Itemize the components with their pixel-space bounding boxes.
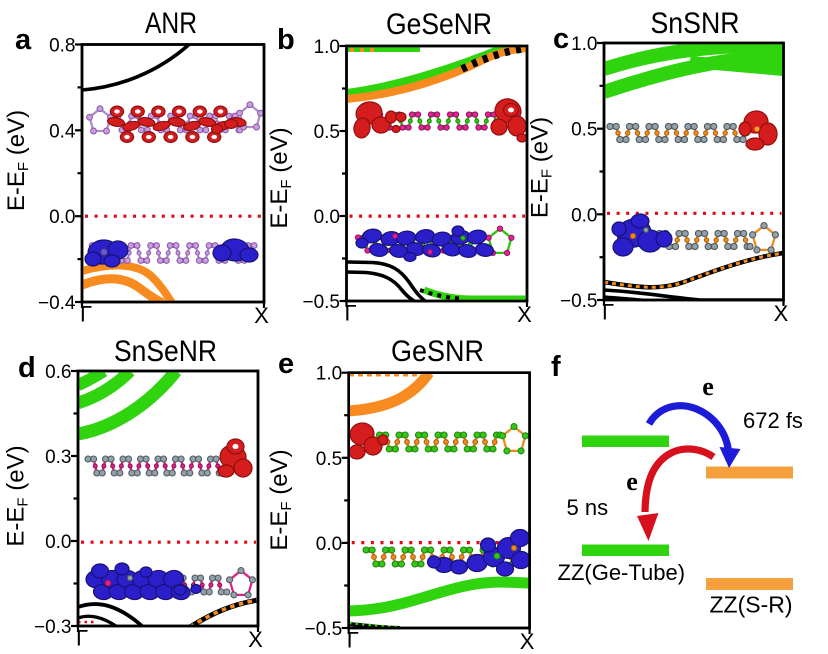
svg-text:0.5: 0.5 xyxy=(314,122,340,143)
svg-text:b: b xyxy=(277,24,295,56)
svg-text:Γ: Γ xyxy=(347,628,359,653)
svg-text:ANR: ANR xyxy=(145,7,197,40)
svg-text:1.0: 1.0 xyxy=(571,34,597,55)
svg-text:Γ: Γ xyxy=(345,301,357,326)
svg-text:E-EF (eV): E-EF (eV) xyxy=(3,445,32,546)
svg-text:0.0: 0.0 xyxy=(45,532,71,553)
svg-text:−0.5: −0.5 xyxy=(560,291,598,312)
svg-text:5 ns: 5 ns xyxy=(567,495,609,520)
svg-text:0.5: 0.5 xyxy=(316,449,342,470)
svg-text:−0.5: −0.5 xyxy=(302,292,340,313)
svg-text:0.0: 0.0 xyxy=(571,205,597,226)
svg-text:X: X xyxy=(248,627,263,652)
svg-text:1.0: 1.0 xyxy=(314,37,340,58)
svg-text:SnSNR: SnSNR xyxy=(651,7,740,40)
svg-text:X: X xyxy=(520,629,535,654)
svg-text:GeSNR: GeSNR xyxy=(391,335,484,368)
svg-text:Γ: Γ xyxy=(602,300,614,325)
svg-text:E-EF (eV): E-EF (eV) xyxy=(266,127,295,228)
svg-text:X: X xyxy=(254,303,269,328)
svg-text:a: a xyxy=(15,24,32,56)
svg-text:X: X xyxy=(517,302,532,327)
svg-text:−0.5: −0.5 xyxy=(305,619,343,640)
svg-text:f: f xyxy=(551,351,561,383)
svg-text:0.0: 0.0 xyxy=(314,207,340,228)
svg-text:−0.4: −0.4 xyxy=(38,293,76,314)
svg-text:0.0: 0.0 xyxy=(49,207,75,228)
svg-text:1.0: 1.0 xyxy=(316,364,342,385)
svg-text:E-EF (eV): E-EF (eV) xyxy=(3,110,32,211)
svg-text:−0.3: −0.3 xyxy=(34,617,72,638)
svg-text:Γ: Γ xyxy=(76,626,88,651)
svg-text:0.3: 0.3 xyxy=(45,447,71,468)
svg-text:GeSeNR: GeSeNR xyxy=(386,8,492,41)
svg-text:e: e xyxy=(278,348,294,380)
svg-text:0.8: 0.8 xyxy=(49,36,75,57)
svg-text:e: e xyxy=(702,372,714,401)
svg-text:Γ: Γ xyxy=(80,302,92,327)
svg-text:SnSeNR: SnSeNR xyxy=(114,335,217,368)
svg-text:0.0: 0.0 xyxy=(316,534,342,555)
svg-text:E-EF (eV): E-EF (eV) xyxy=(266,449,295,550)
svg-text:672 fs: 672 fs xyxy=(743,408,803,433)
svg-text:0.5: 0.5 xyxy=(571,120,597,141)
svg-text:ZZ(S-R): ZZ(S-R) xyxy=(710,592,793,618)
svg-text:c: c xyxy=(553,23,569,55)
svg-text:0.6: 0.6 xyxy=(45,362,71,383)
svg-text:e: e xyxy=(626,467,638,496)
svg-text:d: d xyxy=(18,352,36,384)
svg-text:X: X xyxy=(774,301,789,326)
svg-text:ZZ(Ge-Tube): ZZ(Ge-Tube) xyxy=(558,560,686,585)
svg-text:0.4: 0.4 xyxy=(49,121,76,142)
svg-text:E-EF (eV): E-EF (eV) xyxy=(527,117,556,218)
